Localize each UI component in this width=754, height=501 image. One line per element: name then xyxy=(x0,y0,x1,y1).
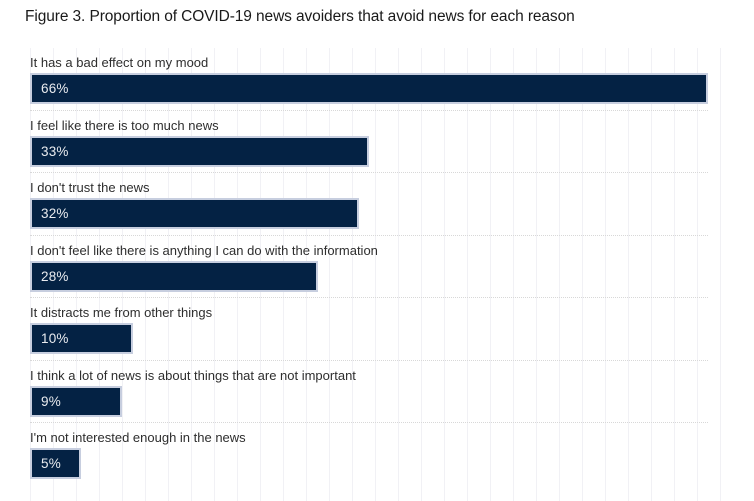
chart-row: I don't feel like there is anything I ca… xyxy=(30,236,708,298)
chart-title: Figure 3. Proportion of COVID-19 news av… xyxy=(25,8,575,25)
value-label: 33% xyxy=(41,143,69,159)
category-label: I'm not interested enough in the news xyxy=(30,430,246,445)
bar: 28% xyxy=(30,260,318,292)
bar: 33% xyxy=(30,135,369,167)
chart-row: I'm not interested enough in the news 5% xyxy=(30,423,708,486)
bar-chart-rows: It has a bad effect on my mood 66% I feel … xyxy=(30,48,708,486)
chart-row: I don't trust the news 32% xyxy=(30,173,708,236)
value-label: 10% xyxy=(41,331,69,346)
bar: 10% xyxy=(30,323,133,354)
bar: 66% xyxy=(30,73,708,104)
value-label: 5% xyxy=(41,456,61,471)
value-label: 32% xyxy=(41,206,69,221)
category-label: It has a bad effect on my mood xyxy=(30,55,209,70)
value-label: 66% xyxy=(41,81,69,96)
chart-row: I feel like there is too much news 33% xyxy=(30,111,708,173)
category-label: I feel like there is too much news xyxy=(30,117,219,133)
value-label: 9% xyxy=(41,393,61,409)
bar: 5% xyxy=(30,448,81,479)
bar: 9% xyxy=(30,385,122,417)
chart-row: It has a bad effect on my mood 66% xyxy=(30,48,708,111)
category-label: I don't feel like there is anything I ca… xyxy=(30,242,378,258)
chart-row: It distracts me from other things 10% xyxy=(30,298,708,361)
category-label: I don't trust the news xyxy=(30,180,150,195)
value-label: 28% xyxy=(41,268,69,284)
chart-row: I think a lot of news is about things th… xyxy=(30,361,708,423)
bar: 32% xyxy=(30,198,359,229)
category-label: It distracts me from other things xyxy=(30,305,213,320)
category-label: I think a lot of news is about things th… xyxy=(30,367,356,383)
